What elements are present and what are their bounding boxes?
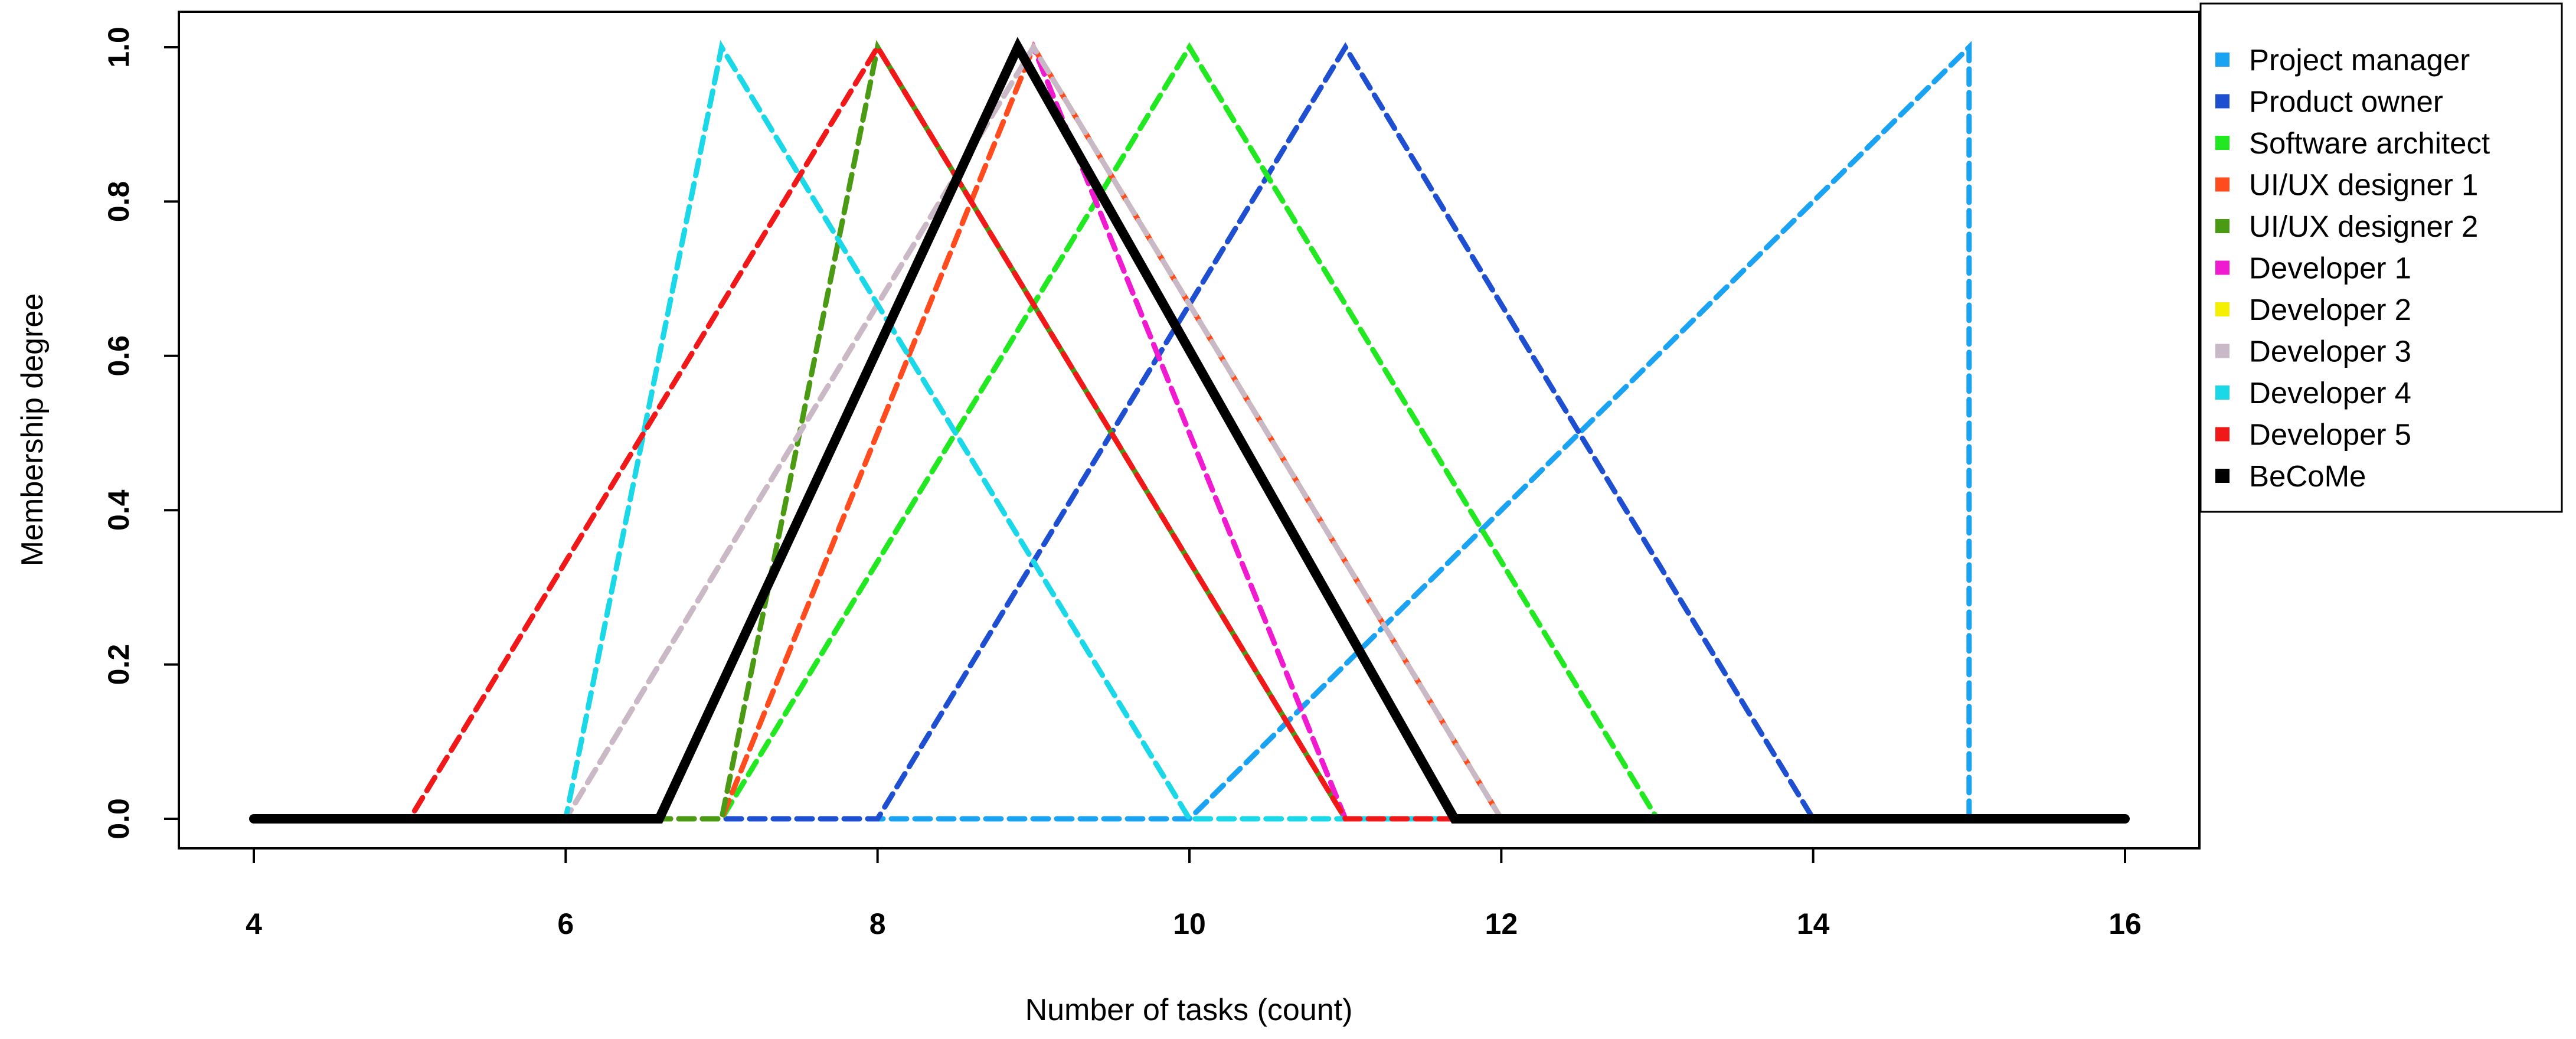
series-line-6 (251, 41, 2128, 822)
y-tick-label: 0.8 (102, 181, 135, 223)
y-tick-label: 1.0 (102, 27, 135, 68)
legend-label: UI/UX designer 2 (2249, 210, 2478, 243)
x-tick-label: 16 (2108, 907, 2142, 940)
y-axis-label: Membership degree (15, 293, 50, 566)
legend-label: Developer 4 (2249, 376, 2411, 410)
y-tick-label: 0.0 (102, 798, 135, 839)
legend-swatch (2215, 219, 2230, 233)
x-axis: 4 6 8 10 12 14 16 (246, 847, 2142, 940)
series-line-11 (249, 37, 2130, 824)
legend-label: Software architect (2249, 126, 2490, 160)
y-tick-label: 0.2 (102, 644, 135, 685)
x-tick-label: 6 (557, 907, 574, 940)
legend-label: Project manager (2249, 43, 2470, 77)
legend-swatch (2215, 136, 2230, 150)
legend-label: Developer 2 (2249, 293, 2411, 326)
legend-swatch (2215, 427, 2230, 442)
x-tick-label: 14 (1797, 907, 1830, 940)
legend-label: Developer 5 (2249, 418, 2411, 452)
x-axis-label: Number of tasks (count) (1025, 993, 1353, 1027)
x-tick-label: 12 (1485, 907, 1518, 940)
legend-label: Product owner (2249, 85, 2443, 119)
y-axis: 0.0 0.2 0.4 0.6 0.8 1.0 (102, 27, 180, 839)
x-tick-label: 10 (1173, 907, 1206, 940)
legend-swatch (2215, 94, 2230, 109)
x-tick-label: 8 (869, 907, 886, 940)
legend-label: Developer 1 (2249, 251, 2411, 285)
legend-swatch (2215, 344, 2230, 358)
legend-label: UI/UX designer 1 (2249, 168, 2478, 202)
legend-box (2199, 2, 2563, 513)
legend: Project manager Product owner Software arc… (2199, 2, 2563, 513)
legend-swatch (2215, 469, 2230, 483)
legend-swatch (2215, 260, 2230, 275)
legend-label: Developer 3 (2249, 335, 2411, 368)
y-tick-label: 0.4 (102, 489, 135, 531)
legend-swatch (2215, 385, 2230, 400)
legend-label: BeCoMe (2249, 459, 2366, 493)
legend-swatch (2215, 53, 2230, 67)
series-layer (249, 37, 2130, 824)
legend-swatch (2215, 302, 2230, 316)
y-tick-label: 0.6 (102, 335, 135, 377)
legend-swatch (2215, 177, 2230, 192)
x-tick-label: 4 (246, 907, 262, 940)
